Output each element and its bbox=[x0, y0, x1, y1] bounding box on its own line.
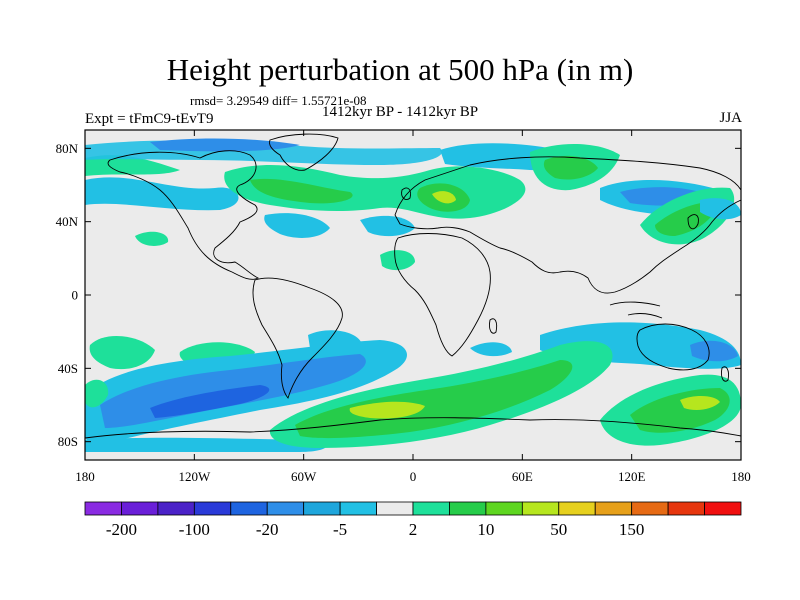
contour-region bbox=[680, 396, 720, 410]
continent-outline bbox=[107, 150, 260, 280]
lon-tick-label: 120W bbox=[178, 469, 211, 484]
colorbar-label: 10 bbox=[477, 520, 494, 539]
lon-tick-label: 60W bbox=[291, 469, 317, 484]
colorbar-label: -5 bbox=[333, 520, 347, 539]
coastlines bbox=[85, 133, 741, 439]
continent-outline bbox=[489, 318, 498, 334]
colorbar-label: 150 bbox=[619, 520, 645, 539]
continent-outline bbox=[85, 417, 741, 439]
contour-fields bbox=[85, 138, 741, 452]
colorbar-box bbox=[667, 501, 705, 516]
colorbar-label: 2 bbox=[409, 520, 418, 539]
lat-tick-label: 80N bbox=[56, 141, 79, 156]
colorbar-box bbox=[485, 501, 523, 516]
contour-region bbox=[150, 138, 300, 152]
lon-tick-label: 0 bbox=[410, 469, 417, 484]
latitude-ticks: 80N 40N 0 40S 80S bbox=[56, 141, 741, 449]
colorbar-label: -200 bbox=[106, 520, 137, 539]
lon-tick-label: 120E bbox=[618, 469, 646, 484]
colorbar-label: -100 bbox=[179, 520, 210, 539]
continent-outline bbox=[252, 277, 343, 399]
contour-region bbox=[85, 177, 239, 211]
contour-region bbox=[380, 250, 415, 271]
colorbar-box bbox=[376, 501, 414, 516]
contour-region bbox=[295, 360, 573, 439]
lat-tick-label: 40S bbox=[58, 361, 78, 376]
colorbar-box bbox=[558, 501, 596, 516]
colorbar-box bbox=[303, 501, 341, 516]
contour-region bbox=[349, 401, 425, 419]
colorbar-box bbox=[157, 501, 195, 516]
contour-region bbox=[700, 198, 741, 220]
period-label: 1412kyr BP - 1412kyr BP bbox=[322, 104, 479, 120]
lat-tick-label: 40N bbox=[56, 214, 79, 229]
colorbar-box bbox=[631, 501, 669, 516]
colorbar-box bbox=[704, 501, 742, 516]
contour-region bbox=[85, 155, 180, 176]
colorbar-label: 50 bbox=[550, 520, 567, 539]
contour-region bbox=[150, 385, 270, 418]
continent-outline bbox=[394, 233, 491, 357]
colorbar-labels: -200 -100 -20 -5 2 10 50 150 bbox=[106, 520, 645, 539]
continent-outline bbox=[401, 187, 411, 201]
contour-region bbox=[690, 340, 738, 362]
contour-region bbox=[135, 231, 169, 246]
lon-tick-label: 60E bbox=[512, 469, 533, 484]
colorbar-box bbox=[121, 501, 159, 516]
experiment-label: Expt = tFmC9-tEvT9 bbox=[85, 111, 214, 127]
season-label: JJA bbox=[719, 110, 742, 126]
contour-region bbox=[543, 155, 598, 180]
contour-region bbox=[85, 437, 327, 452]
lat-tick-label: 0 bbox=[72, 288, 79, 303]
colorbar-label: -20 bbox=[256, 520, 279, 539]
colorbar-box bbox=[84, 501, 122, 516]
continent-outline bbox=[687, 214, 699, 230]
colorbar-box bbox=[521, 501, 560, 516]
contour-region bbox=[360, 215, 415, 237]
colorbar-box bbox=[193, 501, 232, 516]
contour-region bbox=[250, 178, 353, 204]
continent-outline bbox=[394, 156, 741, 294]
contour-region bbox=[85, 379, 109, 408]
contour-region bbox=[264, 213, 330, 238]
colorbar-box bbox=[449, 501, 487, 516]
colorbar-box bbox=[266, 501, 305, 516]
continent-outline bbox=[269, 133, 339, 171]
contour-region bbox=[470, 342, 512, 357]
colorbar-box bbox=[594, 501, 633, 516]
lon-tick-label: 180 bbox=[75, 469, 95, 484]
map-title: Height perturbation at 500 hPa (in m) bbox=[166, 52, 634, 87]
colorbar-boxes bbox=[84, 501, 742, 516]
lat-tick-label: 80S bbox=[58, 434, 78, 449]
colorbar-box bbox=[339, 501, 377, 516]
contour-region bbox=[89, 335, 155, 370]
longitude-ticks: 180 120W 60W 0 60E 120E 180 bbox=[75, 130, 751, 484]
contour-region bbox=[432, 191, 456, 204]
stats-label: rmsd= 3.29549 diff= 1.55721e-08 bbox=[190, 93, 367, 108]
colorbar-box bbox=[412, 501, 450, 516]
continent-outline bbox=[609, 301, 663, 319]
continent-outline bbox=[721, 366, 729, 382]
lon-tick-label: 180 bbox=[731, 469, 751, 484]
continent-outline bbox=[636, 323, 710, 371]
colorbar-box bbox=[230, 501, 268, 516]
